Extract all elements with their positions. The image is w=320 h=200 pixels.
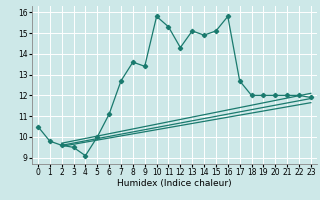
X-axis label: Humidex (Indice chaleur): Humidex (Indice chaleur) (117, 179, 232, 188)
